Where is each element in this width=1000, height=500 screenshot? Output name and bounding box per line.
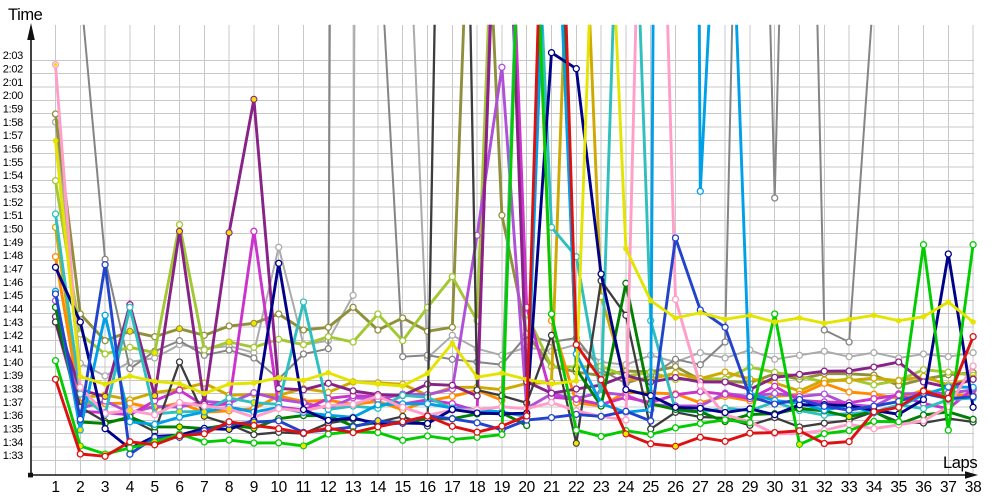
svg-text:6: 6	[175, 479, 183, 496]
svg-text:19: 19	[494, 479, 511, 496]
svg-text:16: 16	[419, 479, 436, 496]
svg-text:1:43: 1:43	[3, 317, 23, 329]
svg-text:1:56: 1:56	[3, 144, 23, 156]
svg-text:1:36: 1:36	[3, 410, 23, 422]
svg-text:7: 7	[200, 479, 208, 496]
svg-text:1:58: 1:58	[3, 117, 23, 129]
svg-text:31: 31	[791, 479, 808, 496]
svg-text:1:47: 1:47	[3, 264, 23, 276]
svg-text:18: 18	[469, 479, 486, 496]
svg-text:10: 10	[270, 479, 287, 496]
svg-text:8: 8	[225, 479, 233, 496]
svg-text:24: 24	[618, 479, 635, 496]
svg-text:9: 9	[250, 479, 258, 496]
svg-text:1:41: 1:41	[3, 344, 23, 356]
svg-text:2:03: 2:03	[3, 50, 23, 62]
svg-text:1:54: 1:54	[3, 170, 23, 182]
svg-text:1:37: 1:37	[3, 397, 23, 409]
svg-text:1:53: 1:53	[3, 184, 23, 196]
svg-text:1:44: 1:44	[3, 304, 23, 316]
svg-text:1:57: 1:57	[3, 130, 23, 142]
svg-text:27: 27	[692, 479, 709, 496]
svg-text:Time: Time	[8, 6, 43, 24]
svg-text:1:34: 1:34	[3, 437, 23, 449]
svg-text:33: 33	[841, 479, 858, 496]
svg-text:1:35: 1:35	[3, 424, 23, 436]
svg-text:21: 21	[543, 479, 560, 496]
svg-text:1:59: 1:59	[3, 104, 23, 116]
svg-text:4: 4	[126, 479, 135, 496]
svg-text:38: 38	[965, 479, 982, 496]
svg-text:32: 32	[816, 479, 833, 496]
svg-text:5: 5	[151, 479, 159, 496]
svg-text:14: 14	[370, 479, 387, 496]
svg-text:2: 2	[76, 479, 84, 496]
svg-text:37: 37	[940, 479, 957, 496]
svg-text:36: 36	[915, 479, 932, 496]
svg-text:2:02: 2:02	[3, 64, 23, 76]
svg-text:1:52: 1:52	[3, 197, 23, 209]
svg-text:13: 13	[345, 479, 362, 496]
svg-text:1:38: 1:38	[3, 384, 23, 396]
svg-text:1:39: 1:39	[3, 370, 23, 382]
svg-text:22: 22	[568, 479, 585, 496]
svg-text:11: 11	[296, 479, 312, 496]
svg-text:1: 1	[51, 479, 59, 496]
svg-text:15: 15	[394, 479, 411, 496]
svg-text:17: 17	[444, 479, 461, 496]
svg-text:1:55: 1:55	[3, 157, 23, 169]
svg-text:26: 26	[667, 479, 684, 496]
svg-text:1:49: 1:49	[3, 237, 23, 249]
svg-text:2:00: 2:00	[3, 90, 23, 102]
svg-text:1:51: 1:51	[3, 210, 23, 222]
svg-text:30: 30	[766, 479, 783, 496]
svg-text:20: 20	[518, 479, 535, 496]
svg-text:1:50: 1:50	[3, 224, 23, 236]
svg-text:34: 34	[866, 479, 883, 496]
svg-text:2:01: 2:01	[3, 77, 23, 89]
svg-text:29: 29	[742, 479, 759, 496]
svg-text:23: 23	[593, 479, 610, 496]
svg-text:28: 28	[717, 479, 734, 496]
svg-text:1:33: 1:33	[3, 450, 23, 462]
svg-text:12: 12	[320, 479, 337, 496]
svg-text:3: 3	[101, 479, 109, 496]
svg-text:1:42: 1:42	[3, 330, 23, 342]
svg-text:1:40: 1:40	[3, 357, 23, 369]
svg-text:1:46: 1:46	[3, 277, 23, 289]
svg-text:1:45: 1:45	[3, 290, 23, 302]
svg-text:35: 35	[890, 479, 907, 496]
svg-text:25: 25	[642, 479, 659, 496]
svg-text:1:48: 1:48	[3, 250, 23, 262]
svg-text:Laps: Laps	[943, 454, 977, 472]
